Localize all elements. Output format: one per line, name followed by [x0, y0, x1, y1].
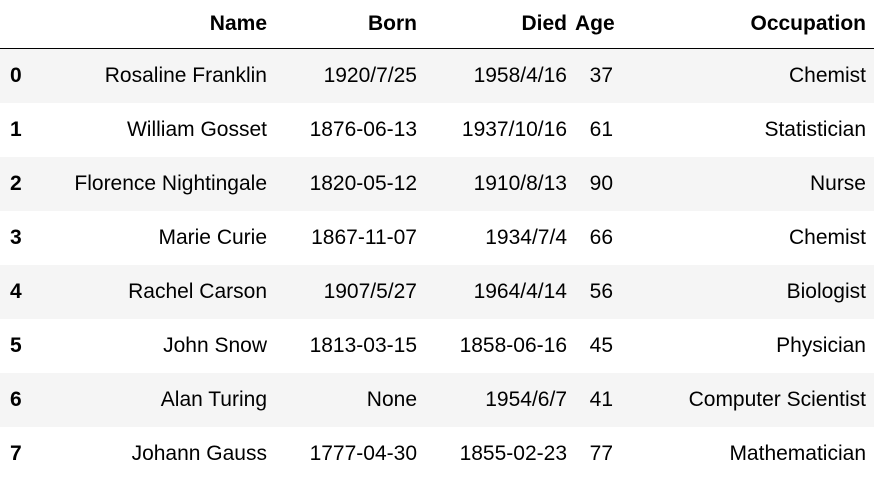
died-cell: 1855-02-23	[459, 441, 567, 465]
born-column-header: Born	[275, 0, 425, 49]
age-column-header: Age	[575, 0, 645, 49]
header-row: Name Born Died Age Occupation	[0, 0, 874, 49]
age-cell: 77	[589, 441, 613, 465]
table-row: 5 John Snow 1813-03-15 1858-06-16 45 Phy…	[0, 318, 874, 373]
born-cell: None	[366, 387, 417, 411]
occupation-cell: Chemist	[788, 225, 866, 249]
table-row: 4 Rachel Carson 1907/5/27 1964/4/14 56 B…	[0, 264, 874, 319]
row-index: 2	[10, 171, 22, 195]
occupation-cell: Statistician	[764, 117, 866, 141]
table-row: 7 Johann Gauss 1777-04-30 1855-02-23 77 …	[0, 426, 874, 481]
born-cell: 1876-06-13	[309, 117, 417, 141]
occupation-column-header: Occupation	[645, 0, 874, 49]
died-cell: 1858-06-16	[459, 333, 567, 357]
died-cell: 1934/7/4	[485, 225, 567, 249]
row-index: 5	[10, 333, 22, 357]
name-cell: Marie Curie	[158, 225, 267, 249]
row-index: 6	[10, 387, 22, 411]
occupation-cell: Mathematician	[729, 441, 866, 465]
age-cell: 41	[589, 387, 613, 411]
died-cell: 1958/4/16	[473, 63, 567, 87]
born-cell: 1907/5/27	[323, 279, 417, 303]
died-column-header: Died	[425, 0, 575, 49]
name-cell: Rosaline Franklin	[104, 63, 267, 87]
age-cell: 45	[589, 333, 613, 357]
row-index: 3	[10, 225, 22, 249]
table-row: 6 Alan Turing None 1954/6/7 41 Computer …	[0, 372, 874, 427]
age-cell: 37	[589, 63, 613, 87]
age-cell: 90	[589, 171, 613, 195]
age-cell: 66	[589, 225, 613, 249]
table-row: 1 William Gosset 1876-06-13 1937/10/16 6…	[0, 102, 874, 157]
row-index: 0	[10, 63, 22, 87]
name-cell: William Gosset	[126, 117, 267, 141]
died-cell: 1937/10/16	[461, 117, 567, 141]
row-index: 1	[10, 117, 22, 141]
table-header: Name Born Died Age Occupation	[0, 0, 874, 49]
age-cell: 56	[589, 279, 613, 303]
born-cell: 1813-03-15	[309, 333, 417, 357]
name-column-header: Name	[40, 0, 275, 49]
row-index: 4	[10, 279, 22, 303]
occupation-cell: Biologist	[786, 279, 866, 303]
born-cell: 1867-11-07	[311, 225, 417, 249]
name-cell: Johann Gauss	[131, 441, 267, 465]
name-cell: Florence Nightingale	[74, 171, 267, 195]
index-column-header	[0, 0, 40, 49]
table-row: 3 Marie Curie 1867-11-07 1934/7/4 66 Che…	[0, 210, 874, 265]
occupation-cell: Chemist	[788, 63, 866, 87]
died-cell: 1910/8/13	[473, 171, 567, 195]
died-cell: 1964/4/14	[473, 279, 567, 303]
born-cell: 1777-04-30	[309, 441, 417, 465]
occupation-cell: Nurse	[809, 171, 866, 195]
table-row: 0 Rosaline Franklin 1920/7/25 1958/4/16 …	[0, 48, 874, 103]
row-index: 7	[10, 441, 22, 465]
table-body: 0 Rosaline Franklin 1920/7/25 1958/4/16 …	[0, 48, 874, 481]
name-cell: Rachel Carson	[128, 279, 267, 303]
born-cell: 1920/7/25	[323, 63, 417, 87]
occupation-cell: Computer Scientist	[688, 387, 866, 411]
age-cell: 61	[589, 117, 613, 141]
born-cell: 1820-05-12	[309, 171, 417, 195]
died-cell: 1954/6/7	[485, 387, 567, 411]
table-row: 2 Florence Nightingale 1820-05-12 1910/8…	[0, 156, 874, 211]
name-cell: John Snow	[163, 333, 267, 357]
name-cell: Alan Turing	[160, 387, 267, 411]
occupation-cell: Physician	[776, 333, 866, 357]
